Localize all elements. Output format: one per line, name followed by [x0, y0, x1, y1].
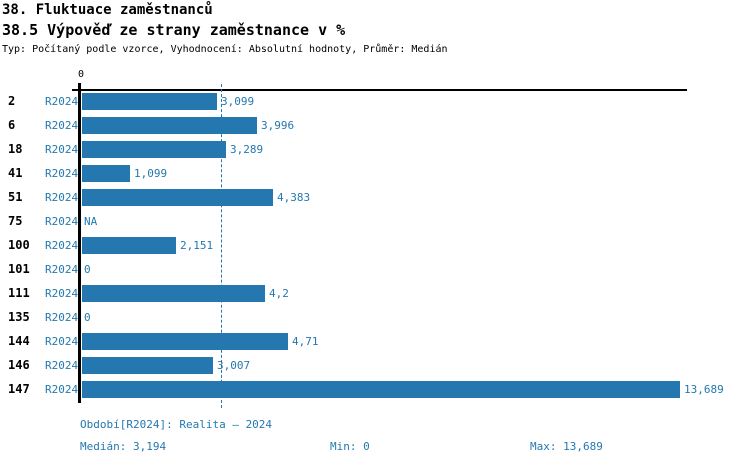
bar-value-label: 13,689	[684, 383, 724, 396]
bar-value-label: 1,099	[134, 167, 168, 180]
footer-period: Období[R2024]: Realita – 2024	[80, 418, 273, 431]
bar	[82, 165, 130, 182]
bar-value-label: 3,007	[217, 359, 251, 372]
x-axis-zero-tick-label: 0	[77, 69, 85, 80]
bar	[82, 333, 288, 350]
chart-row: 18 R2024 3,289	[0, 141, 750, 158]
chart-row: 101 R2024 0	[0, 261, 750, 278]
footer-max: Max: 13,689	[530, 440, 603, 453]
row-category-label: 41	[8, 166, 23, 180]
bar	[82, 237, 176, 254]
chart-row: 100 R2024 2,151	[0, 237, 750, 254]
bar	[82, 357, 213, 374]
bar	[82, 189, 273, 206]
row-series-label: R2024	[45, 311, 79, 324]
row-category-label: 144	[8, 334, 30, 348]
row-series-label: R2024	[45, 239, 79, 252]
row-series-label: R2024	[45, 143, 79, 156]
footer-median: Medián: 3,194	[80, 440, 167, 453]
row-category-label: 100	[8, 238, 30, 252]
chart-row: 135 R2024 0	[0, 309, 750, 326]
row-category-label: 18	[8, 142, 23, 156]
bar	[82, 141, 226, 158]
bar-value-label: 2,151	[180, 239, 214, 252]
chart-row: 147 R2024 13,689	[0, 381, 750, 398]
row-category-label: 51	[8, 190, 23, 204]
chart-row: 144 R2024 4,71	[0, 333, 750, 350]
row-category-label: 146	[8, 358, 30, 372]
y-axis-line	[78, 83, 81, 403]
bar-value-label: NA	[84, 215, 98, 228]
row-series-label: R2024	[45, 359, 79, 372]
row-series-label: R2024	[45, 287, 79, 300]
row-series-label: R2024	[45, 167, 79, 180]
chart-row: 6 R2024 3,996	[0, 117, 750, 134]
bar	[82, 93, 217, 110]
chart-row: 75 R2024 NA	[0, 213, 750, 230]
page-title: 38. Fluktuace zaměstnanců	[2, 2, 213, 18]
row-series-label: R2024	[45, 215, 79, 228]
median-line	[221, 84, 222, 408]
bar	[82, 381, 680, 398]
row-series-label: R2024	[45, 263, 79, 276]
row-series-label: R2024	[45, 191, 79, 204]
row-series-label: R2024	[45, 119, 79, 132]
row-series-label: R2024	[45, 95, 79, 108]
indicator-title: 38.5 Výpověď ze strany zaměstnance v %	[2, 21, 346, 39]
meta-line: Typ: Počítaný podle vzorce, Vyhodnocení:…	[2, 44, 448, 55]
x-axis-line	[72, 89, 687, 91]
bar-value-label: 4,71	[292, 335, 319, 348]
chart-row: 111 R2024 4,2	[0, 285, 750, 302]
bar-value-label: 3,289	[230, 143, 264, 156]
bar-value-label: 4,383	[277, 191, 311, 204]
row-series-label: R2024	[45, 335, 79, 348]
row-category-label: 6	[8, 118, 16, 132]
row-category-label: 147	[8, 382, 30, 396]
row-category-label: 111	[8, 286, 30, 300]
row-category-label: 75	[8, 214, 23, 228]
bar-value-label: 3,996	[261, 119, 295, 132]
row-series-label: R2024	[45, 383, 79, 396]
bar-value-label: 0	[84, 263, 91, 276]
row-category-label: 101	[8, 262, 30, 276]
chart-row: 51 R2024 4,383	[0, 189, 750, 206]
chart-row: 41 R2024 1,099	[0, 165, 750, 182]
chart-row: 2 R2024 3,099	[0, 93, 750, 110]
row-category-label: 2	[8, 94, 16, 108]
bar-value-label: 3,099	[221, 95, 255, 108]
bar	[82, 117, 257, 134]
bar-value-label: 0	[84, 311, 91, 324]
chart-row: 146 R2024 3,007	[0, 357, 750, 374]
bar-value-label: 4,2	[269, 287, 289, 300]
row-category-label: 135	[8, 310, 30, 324]
footer-min: Min: 0	[330, 440, 370, 453]
bar	[82, 285, 265, 302]
